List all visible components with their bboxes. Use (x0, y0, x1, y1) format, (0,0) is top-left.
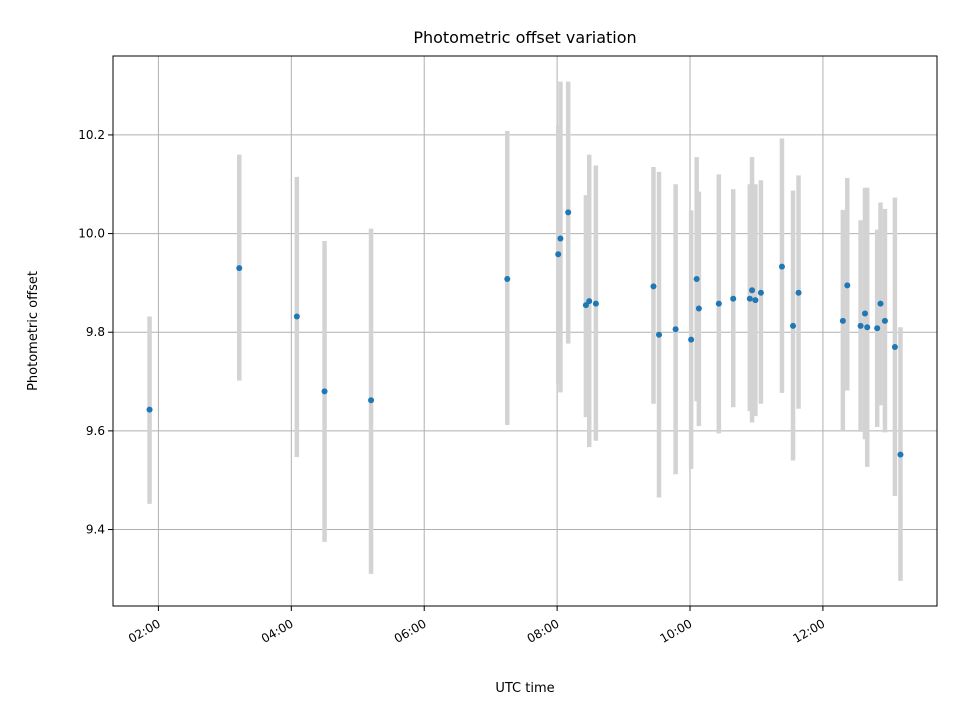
data-point (672, 326, 679, 333)
data-point (565, 209, 572, 216)
data-point (715, 300, 722, 307)
chart-title: Photometric offset variation (413, 28, 636, 47)
data-point (795, 289, 802, 296)
y-tick-label: 10.2 (78, 128, 105, 142)
data-point (757, 289, 764, 296)
data-points (146, 209, 904, 458)
data-point (557, 235, 564, 242)
data-point (504, 275, 511, 282)
data-point (236, 265, 243, 272)
data-point (839, 317, 846, 324)
data-point (778, 263, 785, 270)
y-tick-label: 9.4 (86, 523, 105, 537)
data-point (746, 295, 753, 302)
data-point (688, 336, 695, 343)
y-tick-label: 10.0 (78, 227, 105, 241)
data-point (862, 310, 869, 317)
data-point (293, 313, 300, 320)
x-axis-label: UTC time (495, 681, 554, 696)
data-point (874, 325, 881, 332)
data-point (693, 275, 700, 282)
plot-frame (112, 55, 938, 607)
data-point (592, 300, 599, 307)
data-point (582, 302, 589, 309)
y-tick-label: 9.8 (86, 325, 105, 339)
data-point (555, 251, 562, 258)
data-point (877, 300, 884, 307)
y-tick-label: 9.6 (86, 424, 105, 438)
data-point (790, 322, 797, 329)
y-axis: 9.4 9.6 9.8 10.0 10.2 (78, 128, 113, 537)
data-point (650, 283, 657, 290)
data-point (864, 324, 871, 331)
data-point (730, 295, 737, 302)
data-point (146, 406, 153, 413)
data-point (321, 388, 328, 395)
data-point (881, 317, 888, 324)
data-point (752, 297, 759, 304)
data-point (656, 331, 663, 338)
data-point (749, 287, 756, 294)
data-point (857, 322, 864, 329)
data-point (897, 451, 904, 458)
data-point (368, 397, 375, 404)
data-point (695, 305, 702, 312)
y-axis-label: Photometric offset (26, 271, 41, 391)
data-point (891, 344, 898, 351)
data-point (844, 282, 851, 289)
data-point (586, 298, 593, 305)
